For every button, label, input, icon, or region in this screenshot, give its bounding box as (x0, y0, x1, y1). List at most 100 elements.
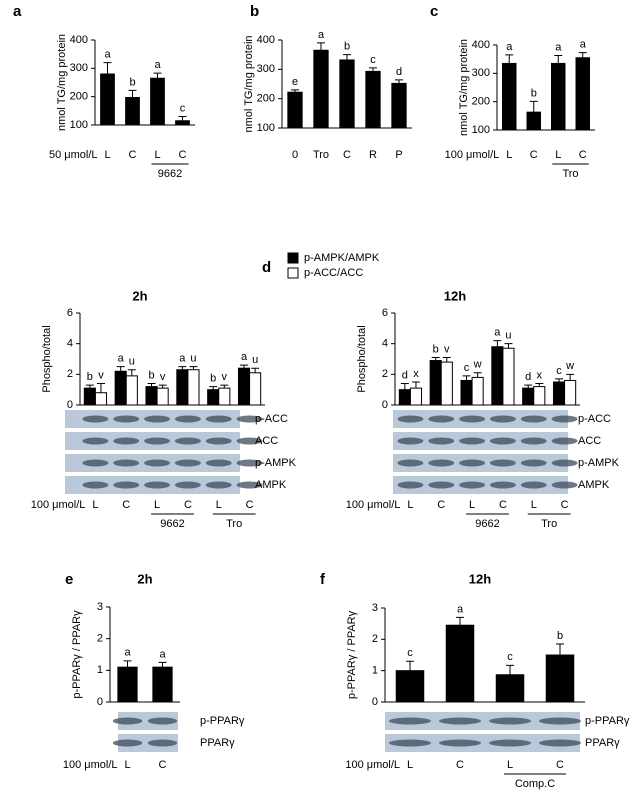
blot-label: PPARγ (585, 737, 620, 749)
y-tick-label: 200 (472, 96, 490, 108)
error-bar (85, 384, 94, 389)
x-tick-label: C (556, 759, 564, 771)
blot-band (144, 437, 171, 445)
significance-letter: w (565, 360, 574, 372)
bar (207, 389, 220, 406)
significance-letter: b (344, 41, 350, 53)
blot-band (205, 415, 232, 423)
bar (409, 387, 423, 406)
x-tick-label: C (499, 499, 507, 511)
chart-title: 12h (469, 571, 491, 586)
chart-title: 2h (137, 571, 152, 586)
y-tick-label: 2 (67, 368, 73, 380)
error-bar (524, 384, 533, 389)
blot-band (489, 739, 531, 747)
blot-band (439, 739, 481, 747)
blot-band (459, 459, 486, 467)
x-tick-label: Tro (313, 149, 329, 161)
error-bar (209, 386, 218, 390)
x-tick-label: L (92, 499, 98, 511)
y-axis-label: p-PPARγ / PPARγ (71, 610, 83, 699)
significance-letter: v (222, 371, 228, 383)
significance-letter: a (154, 59, 161, 71)
blot-band (489, 437, 516, 445)
x-tick-label: C (561, 499, 569, 511)
group-label: Tro (541, 518, 557, 530)
y-tick-label: 6 (382, 307, 388, 319)
blot-band (144, 481, 171, 489)
blot-band (539, 739, 581, 747)
blot-band (113, 437, 140, 445)
blot-label: p-AMPK (578, 457, 620, 469)
blot-band (144, 415, 171, 423)
blot-strip (385, 712, 580, 730)
bar (552, 381, 566, 406)
bar (287, 91, 303, 129)
significance-letter: x (537, 369, 543, 381)
treatment-label: 50 μmol/L (49, 149, 98, 161)
blot-label: PPARγ (200, 737, 235, 749)
y-tick-label: 300 (70, 62, 88, 74)
bar (187, 369, 200, 406)
blot-band (236, 415, 263, 423)
significance-letter: u (505, 330, 511, 342)
y-tick-label: 0 (97, 696, 103, 708)
significance-letter: v (444, 343, 450, 355)
blot-band (82, 481, 109, 489)
legend-label: p-AMPK/AMPK (304, 252, 380, 264)
significance-letter: a (104, 49, 111, 61)
legend-swatch (287, 267, 299, 279)
bar (440, 361, 453, 406)
y-tick-label: 100 (257, 122, 275, 134)
bar (491, 346, 504, 406)
blot-band (551, 415, 578, 423)
error-bar (505, 54, 514, 64)
blot-band (520, 415, 547, 423)
y-tick-label: 1 (97, 664, 103, 676)
y-axis-label: nmol TG/mg protein (458, 39, 470, 136)
blot-band (428, 415, 455, 423)
error-bar (566, 373, 575, 381)
bar (94, 392, 108, 406)
bar (237, 367, 251, 406)
blot-band (112, 717, 143, 725)
bar (398, 389, 411, 406)
significance-letter: a (159, 648, 166, 660)
bar (395, 670, 425, 703)
error-bar (442, 356, 451, 363)
significance-letter: a (124, 647, 131, 659)
bar (176, 369, 189, 406)
x-tick-label: L (154, 499, 160, 511)
blot-label: ACC (255, 435, 278, 447)
blot-band (236, 481, 263, 489)
blot-band (520, 481, 547, 489)
significance-letter: b (148, 369, 154, 381)
blot-band (236, 459, 263, 467)
bar (83, 387, 96, 406)
significance-letter: c (507, 651, 513, 663)
y-tick-label: 400 (70, 34, 88, 46)
significance-letter: c (180, 102, 186, 114)
blot-label: p-ACC (255, 413, 288, 425)
x-tick-label: C (122, 499, 130, 511)
bar (156, 387, 169, 406)
bar (391, 82, 407, 129)
significance-letter: b (210, 373, 216, 385)
x-tick-label: L (531, 499, 537, 511)
x-tick-label: C (437, 499, 445, 511)
error-bar (473, 372, 482, 378)
error-bar (369, 67, 377, 72)
y-tick-label: 0 (372, 696, 378, 708)
error-bar (400, 383, 409, 390)
error-bar (147, 383, 156, 387)
significance-letter: a (580, 39, 587, 51)
blot-label: ACC (578, 435, 601, 447)
x-tick-label: L (507, 759, 513, 771)
bar (150, 77, 165, 126)
error-bar (506, 664, 514, 675)
blot-band (174, 481, 201, 489)
blot-band (147, 717, 178, 725)
error-bar (431, 356, 440, 361)
error-bar (96, 383, 105, 393)
